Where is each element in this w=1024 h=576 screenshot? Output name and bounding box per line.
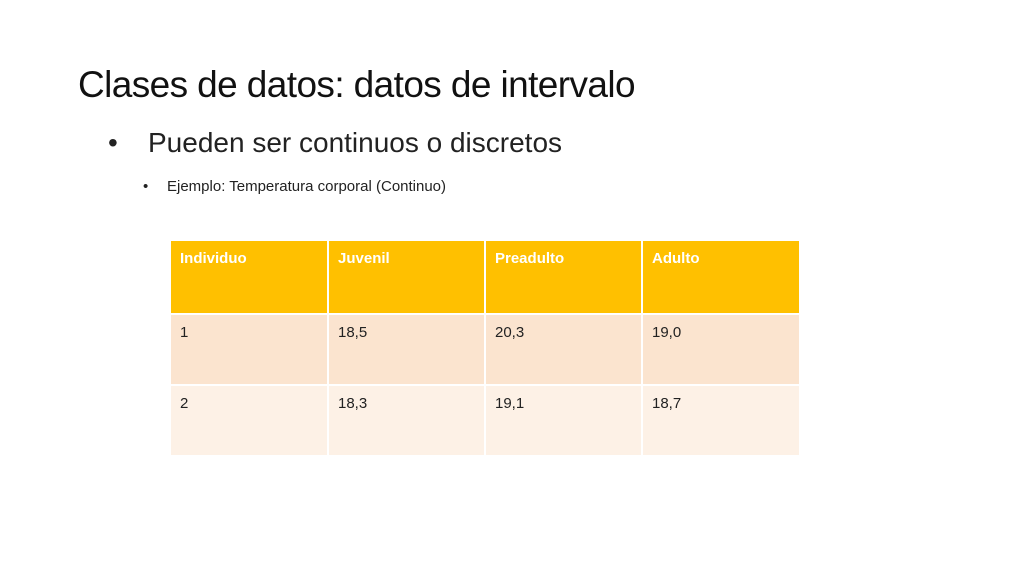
header-cell-individuo: Individuo — [171, 241, 329, 315]
header-cell-preadulto: Preadulto — [485, 241, 643, 315]
table-cell: 19,1 — [485, 385, 643, 457]
table-cell: 18,5 — [328, 314, 486, 386]
header-cell-juvenil: Juvenil — [328, 241, 486, 315]
table-row: 1 18,5 20,3 19,0 — [171, 314, 799, 386]
bullet-marker: • — [143, 178, 149, 195]
bullet-level1-text: Pueden ser continuos o discretos — [148, 127, 563, 158]
slide-title: Clases de datos: datos de intervalo — [78, 64, 636, 105]
table-cell: 2 — [171, 385, 329, 457]
bullet-level2: • Ejemplo: Temperatura corporal (Continuo… — [143, 176, 446, 198]
table-cell: 20,3 — [485, 314, 643, 386]
table-row: 2 18,3 19,1 18,7 — [171, 385, 799, 457]
table-cell: 18,3 — [328, 385, 486, 457]
bullet-level1: • Pueden ser continuos o discretos — [108, 124, 562, 162]
table-cell: 19,0 — [642, 314, 799, 386]
bullet-marker: • — [108, 127, 118, 158]
header-cell-adulto: Adulto — [642, 241, 799, 315]
table-header-row: Individuo Juvenil Preadulto Adulto — [171, 241, 799, 315]
table-cell: 1 — [171, 314, 329, 386]
table-cell: 18,7 — [642, 385, 799, 457]
temperature-table: Individuo Juvenil Preadulto Adulto 1 18,… — [171, 241, 799, 457]
bullet-level2-text: Ejemplo: Temperatura corporal (Continuo) — [167, 178, 447, 195]
